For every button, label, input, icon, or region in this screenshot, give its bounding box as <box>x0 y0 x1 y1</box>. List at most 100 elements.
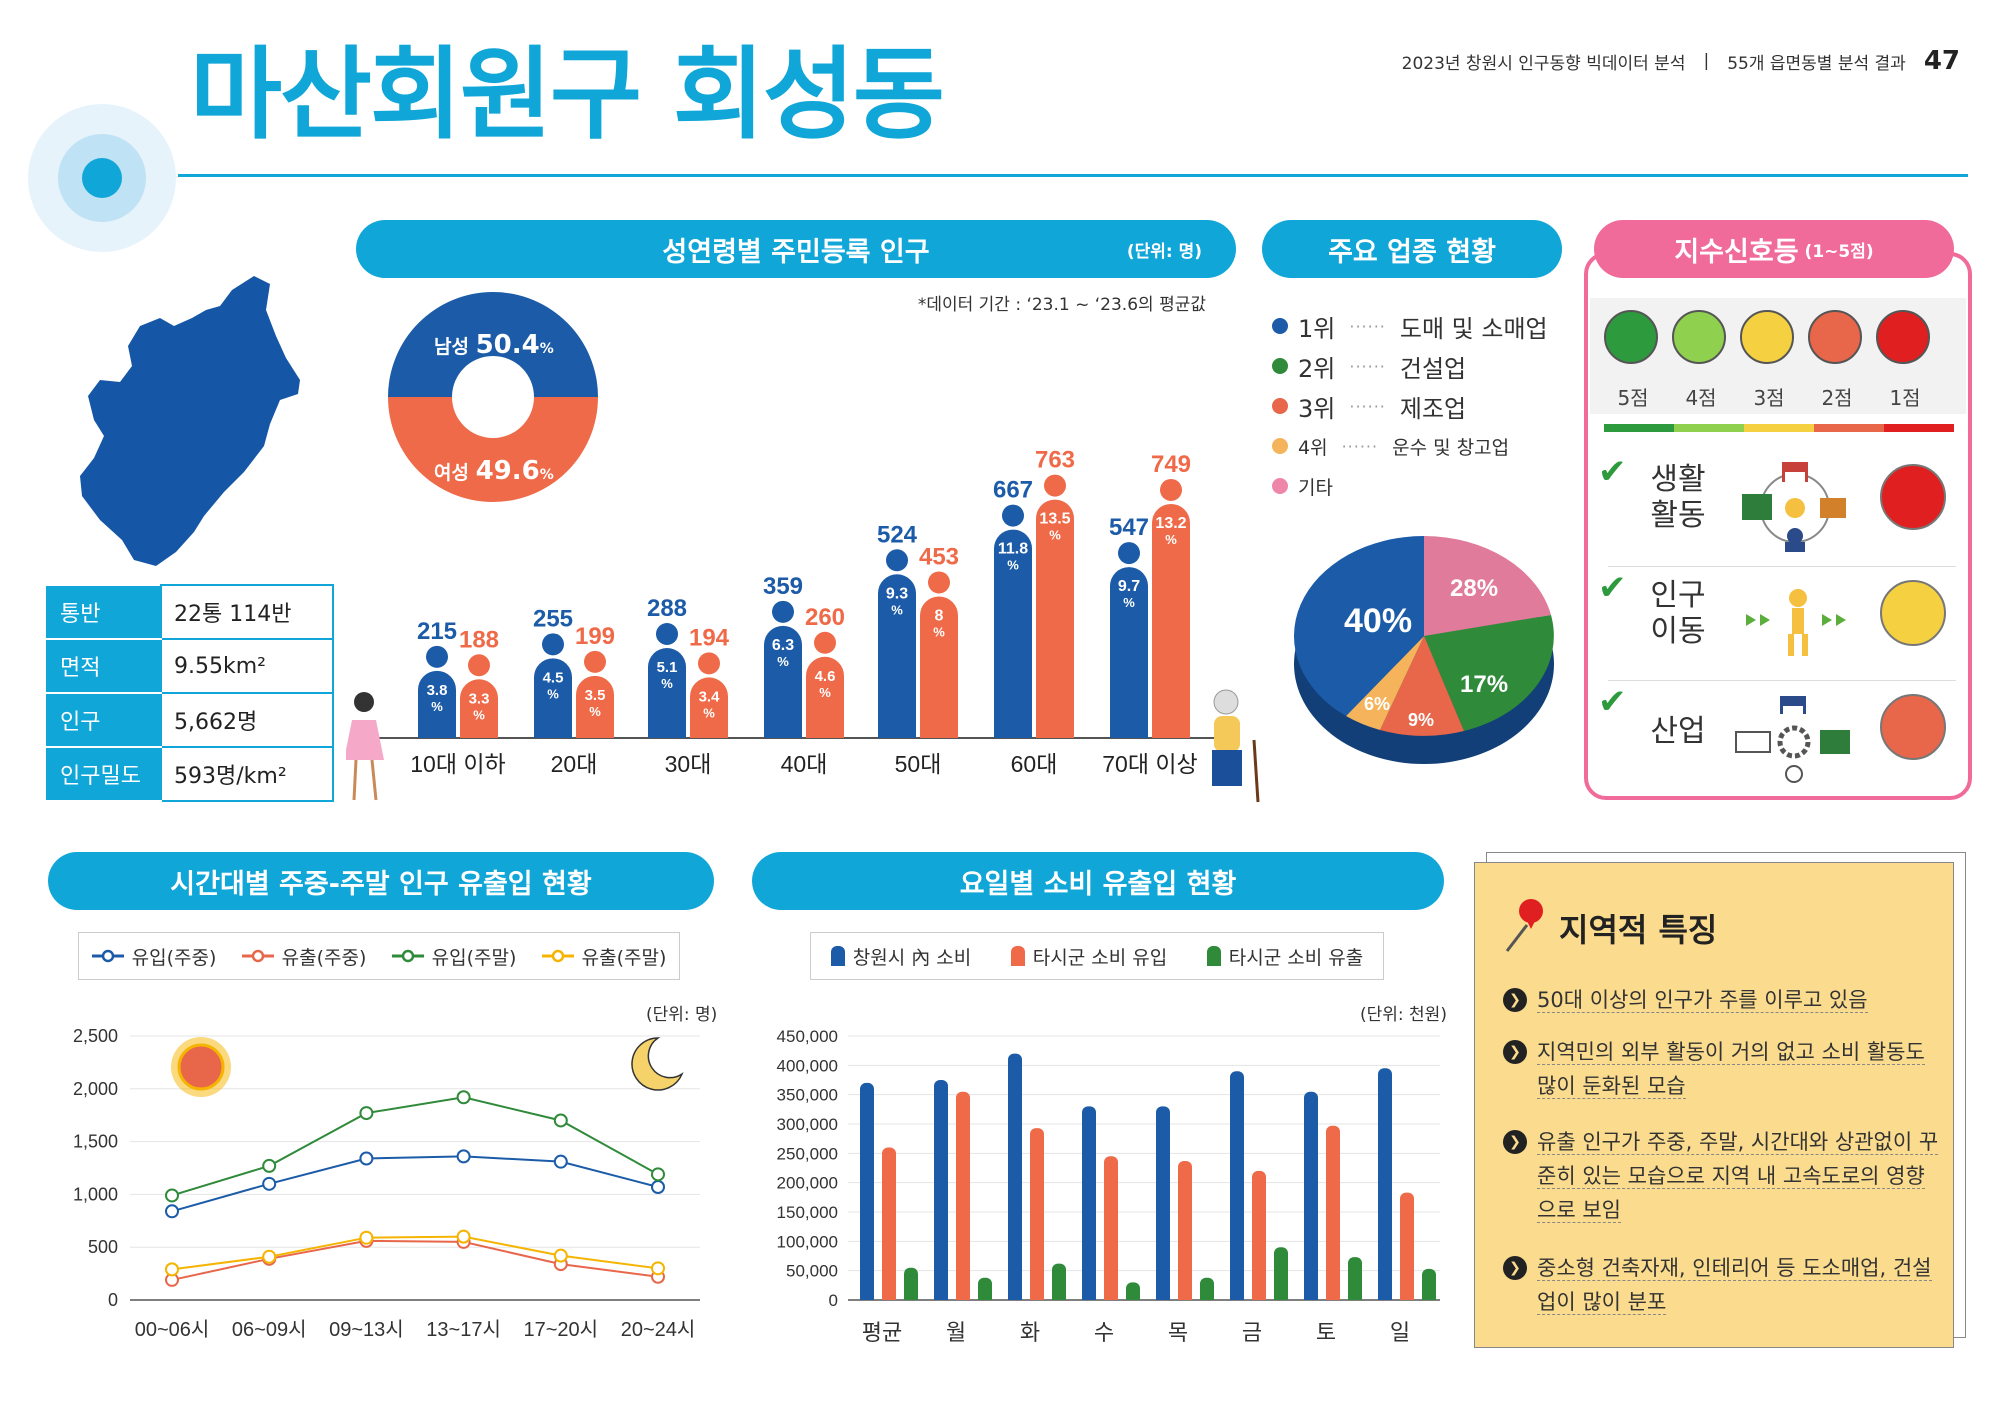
legend-leader: ······ <box>1349 356 1386 376</box>
day-bar-body <box>882 1155 896 1300</box>
data-period-note: *데이터 기간 : ‘23.1 ~ ‘23.6의 평균값 <box>917 295 1206 315</box>
legend-item: 3위 ······ 제조업 <box>1272 386 1548 426</box>
day-bar-body <box>1230 1079 1244 1300</box>
district-info-table: 통반 22통 114반 면적 9.55km² 인구 5,662명 인구밀도 59… <box>46 584 334 802</box>
legend-item: 기타 <box>1272 466 1548 506</box>
day-bar-body <box>1378 1076 1392 1300</box>
series-line <box>171 1155 659 1213</box>
day-bar-body <box>860 1090 874 1300</box>
legend-label: 유입(주말) <box>431 946 517 969</box>
day-bar-body <box>1274 1255 1288 1300</box>
age-pct-sign: % <box>819 685 831 700</box>
row-label-line: 산업 <box>1650 714 1706 749</box>
x-tick-label: 09~13시 <box>329 1319 404 1341</box>
legend-dot <box>1272 398 1288 414</box>
day-chart-legend: 창원시 內 소비 타시군 소비 유입 타시군 소비 유출 <box>810 932 1384 980</box>
age-value-label: 215 <box>417 618 457 645</box>
age-pct-sign: % <box>431 699 443 714</box>
x-tick-label: 평균 <box>862 1320 902 1345</box>
report-title: 2023년 창원시 인구동향 빅데이터 분석 <box>1401 53 1686 74</box>
grandma-body <box>1214 716 1240 752</box>
legend-marker <box>241 949 274 963</box>
check-icon: ✔ <box>1598 452 1627 492</box>
pin-icon <box>1505 899 1543 952</box>
y-tick-label: 400,000 <box>777 1056 838 1075</box>
x-tick-label: 토 <box>1316 1320 1336 1345</box>
data-point <box>359 1106 374 1121</box>
day-bar-body <box>1400 1200 1414 1300</box>
age-category-label: 30대 <box>665 751 712 777</box>
age-bar-base <box>460 718 498 738</box>
y-tick-label: 1,500 <box>73 1132 118 1152</box>
info-label: 통반 <box>46 584 162 640</box>
legend-name: 제조업 <box>1399 394 1467 423</box>
legend-leader: ······ <box>1341 436 1379 456</box>
section-label: 55개 읍면동별 분석 결과 <box>1727 53 1906 74</box>
legend-name: 운수 및 창고업 <box>1392 436 1510 459</box>
score-bar-segment <box>1814 424 1884 432</box>
day-bar-body <box>1126 1290 1140 1300</box>
age-pct-label: 3.5 <box>585 687 606 704</box>
day-chart-unit: (단위: 천원) <box>1360 1005 1447 1025</box>
grandma-cane <box>1252 739 1260 803</box>
x-tick-label: 13~17시 <box>426 1319 501 1341</box>
day-bar-body <box>1052 1271 1066 1300</box>
series-line <box>171 1239 659 1281</box>
age-value-label: 188 <box>459 626 499 653</box>
info-label: 인구 <box>46 692 162 748</box>
legend-marker <box>91 949 124 963</box>
age-value-label: 524 <box>877 521 918 548</box>
legend-item: 4위 ······ 운수 및 창고업 <box>1272 426 1548 466</box>
gender-donut <box>388 292 598 502</box>
legend-rank: 기타 <box>1298 476 1333 499</box>
data-point <box>359 1151 374 1166</box>
info-value: 22통 114반 <box>160 584 334 640</box>
regional-features: 지역적 특징 ❯ 50대 이상의 인구가 주를 이루고 있음 ❯ 지역민의 외부… <box>1474 862 1954 1348</box>
data-point <box>456 1229 471 1244</box>
x-tick-label: 월 <box>946 1320 966 1345</box>
industry-panel-title-text: 주요 업종 현황 <box>1328 236 1496 268</box>
girl-leg <box>352 759 358 801</box>
score-label: 1점 <box>1889 386 1921 410</box>
time-chart-legend: 유입(주중) 유출(주중) 유입(주말) 유출(주말) <box>78 932 680 980</box>
age-value-label: 194 <box>689 624 730 651</box>
age-category-label: 10대 이하 <box>410 751 505 777</box>
age-bar-base <box>994 718 1032 738</box>
data-point <box>359 1230 374 1245</box>
age-bar-head <box>542 633 564 656</box>
signal-result-face-icon <box>1880 464 1946 530</box>
data-point <box>553 1154 568 1169</box>
x-tick-label: 일 <box>1390 1320 1410 1345</box>
age-category-label: 40대 <box>781 751 828 777</box>
pie-label-manufacturing: 9% <box>1408 710 1434 730</box>
age-bar <box>994 529 1032 738</box>
donut-slice-female <box>388 397 598 502</box>
day-bar-body <box>978 1285 992 1300</box>
score-label: 2점 <box>1821 386 1853 410</box>
industry-icon <box>1735 696 1850 783</box>
legend-dot <box>1272 318 1288 334</box>
feature-text: 50대 이상의 인구가 주를 이루고 있음 <box>1537 988 1868 1013</box>
age-pct-label: 6.3 <box>772 637 794 654</box>
page-title: 마산회원구 회성동 <box>190 36 945 153</box>
age-bar-head <box>1118 542 1140 565</box>
series-line <box>171 1235 659 1271</box>
table-row: 인구 5,662명 <box>46 692 334 748</box>
age-panel-title: 성연령별 주민등록 인구 (단위: 명) <box>356 220 1236 278</box>
x-tick-label: 06~09시 <box>232 1319 307 1341</box>
legend-item: 유출(주말) <box>541 943 666 970</box>
legend-item: 유입(주중) <box>91 943 216 970</box>
female-label-group: 여성 49.6% <box>434 456 554 486</box>
age-value-label: 199 <box>575 623 615 650</box>
signal-row-label: 산업 <box>1640 714 1716 750</box>
score-bar <box>1604 424 1954 432</box>
y-tick-label: 100,000 <box>777 1232 838 1251</box>
time-line-chart: 0 500 1,000 1,500 2,000 2,500 00~06시 06~09시 09~1… <box>73 1026 700 1341</box>
y-tick-label: 500 <box>88 1237 118 1257</box>
age-pct-label: 8 <box>935 607 944 624</box>
age-pct-sign: % <box>661 676 673 691</box>
pie-slice-transport <box>1346 636 1424 730</box>
score-bar-segment <box>1674 424 1744 432</box>
info-label: 면적 <box>46 638 162 694</box>
legend-rank: 2위 <box>1298 354 1336 383</box>
